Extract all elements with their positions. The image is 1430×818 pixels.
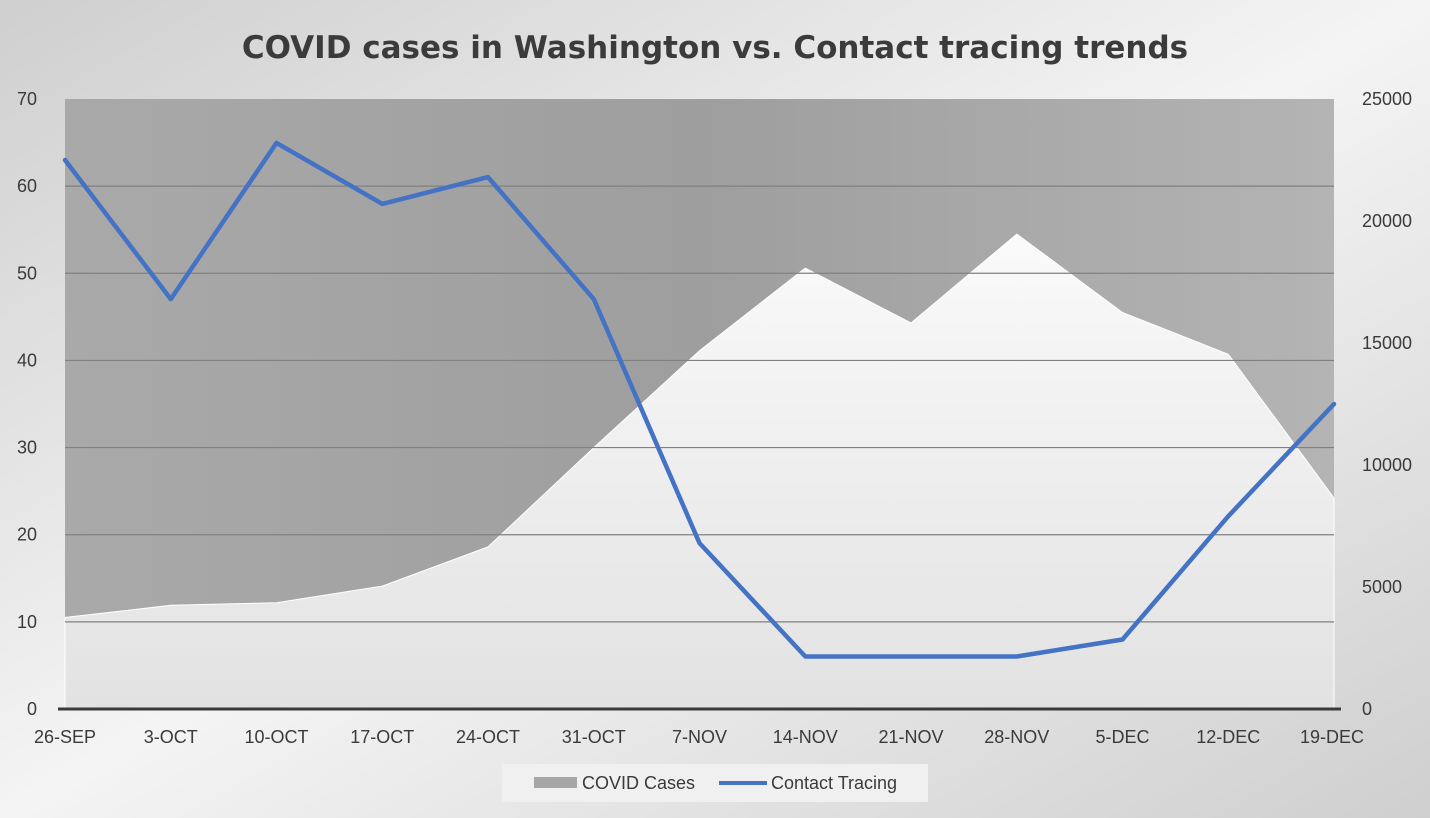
y-left-tick-label: 70 xyxy=(17,89,37,109)
y-left-tick-label: 50 xyxy=(17,263,37,283)
y-right-tick-label: 15000 xyxy=(1362,333,1412,353)
y-left-tick-label: 0 xyxy=(27,699,37,719)
x-tick-label: 10-OCT xyxy=(244,727,308,747)
x-tick-label: 14-NOV xyxy=(773,727,838,747)
x-tick-label: 19-DEC xyxy=(1300,727,1364,747)
y-right-tick-label: 0 xyxy=(1362,699,1372,719)
y-right-tick-label: 20000 xyxy=(1362,211,1412,231)
x-tick-label: 24-OCT xyxy=(456,727,520,747)
x-tick-label: 12-DEC xyxy=(1196,727,1260,747)
y-left-tick-label: 60 xyxy=(17,176,37,196)
x-tick-label: 7-NOV xyxy=(672,727,727,747)
chart-title: COVID cases in Washington vs. Contact tr… xyxy=(242,30,1188,66)
y-left-tick-label: 40 xyxy=(17,350,37,370)
legend-swatch-covid-cases xyxy=(534,777,577,788)
x-tick-label: 26-SEP xyxy=(34,727,96,747)
series-area-covid-cases xyxy=(64,233,1335,710)
y-left-tick-label: 20 xyxy=(17,525,37,545)
y-left-tick-label: 30 xyxy=(17,438,37,458)
x-tick-label: 21-NOV xyxy=(878,727,943,747)
x-tick-label: 28-NOV xyxy=(984,727,1049,747)
legend-label-covid-cases: COVID Cases xyxy=(582,773,695,793)
x-tick-label: 5-DEC xyxy=(1095,727,1149,747)
x-tick-label: 31-OCT xyxy=(562,727,626,747)
x-tick-label: 17-OCT xyxy=(350,727,414,747)
legend-label-contact-tracing: Contact Tracing xyxy=(771,773,897,793)
y-left-tick-label: 10 xyxy=(17,612,37,632)
y-right-tick-label: 5000 xyxy=(1362,577,1402,597)
x-tick-label: 3-OCT xyxy=(144,727,198,747)
series-line-contact-tracing xyxy=(62,140,1337,659)
y-right-tick-label: 25000 xyxy=(1362,89,1412,109)
legend: COVID Cases Contact Tracing xyxy=(502,764,928,802)
y-right-tick-label: 10000 xyxy=(1362,455,1412,475)
